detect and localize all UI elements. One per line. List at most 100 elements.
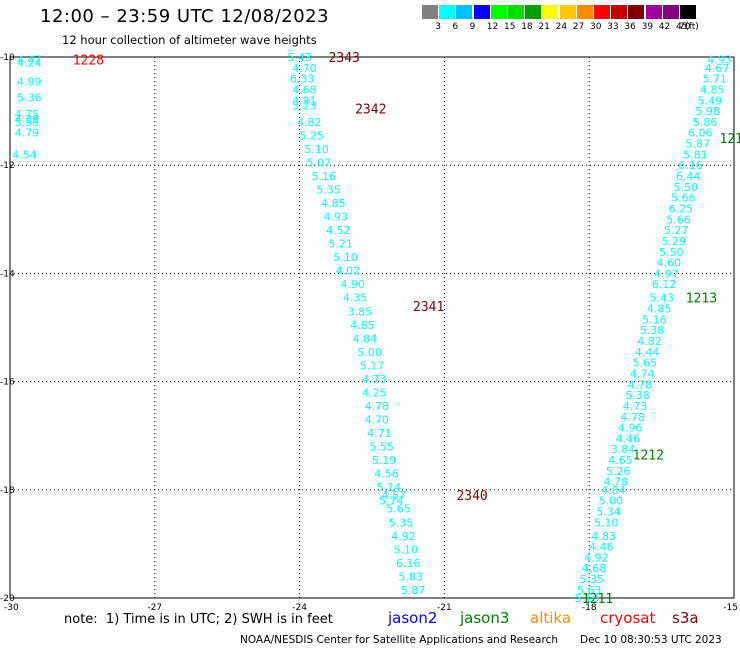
wave-height-value: 5.81 bbox=[683, 148, 708, 161]
wave-height-value: 3.85 bbox=[348, 305, 373, 318]
wave-height-value: 5.16 bbox=[575, 592, 600, 605]
wave-height-value: 5.74 bbox=[379, 495, 404, 508]
wave-height-value: 5.35 bbox=[316, 184, 341, 197]
wave-height-value: 5.19 bbox=[372, 454, 397, 467]
scale-label: 39 bbox=[641, 22, 654, 32]
scale-label: 12 bbox=[486, 22, 499, 32]
scale-swatch bbox=[439, 5, 456, 19]
scale-swatch bbox=[422, 5, 438, 19]
pass-time-label: 2343 bbox=[329, 51, 360, 66]
wave-height-value: 4.85 bbox=[647, 303, 672, 316]
wave-height-value: 4.97 bbox=[654, 267, 679, 280]
legend-note: note: 1) Time is in UTC; 2) SWH is in fe… bbox=[64, 612, 333, 627]
wave-height-value: 4.46 bbox=[616, 432, 641, 445]
wave-height-value: 5.49 bbox=[698, 94, 723, 107]
scale-label: 6 bbox=[452, 22, 459, 32]
legend-cryosat: cryosat bbox=[600, 609, 656, 627]
wave-height-value: 4.73 bbox=[362, 373, 387, 386]
pass-time-label: 121 bbox=[720, 132, 740, 147]
wave-height-value: 5.86 bbox=[693, 116, 718, 129]
wave-height-value: 5.16 bbox=[642, 313, 667, 326]
wave-height-value: 5.38 bbox=[640, 324, 665, 337]
scale-swatch bbox=[559, 5, 576, 19]
x-tick-label: -27 bbox=[147, 603, 162, 613]
wave-height-value: 5.66 bbox=[666, 213, 691, 226]
legend-s3a: s3a bbox=[672, 609, 699, 627]
scale-label: 36 bbox=[624, 22, 636, 32]
scale-label: 21 bbox=[538, 22, 550, 32]
wave-height-value: 4.93 bbox=[324, 211, 349, 224]
wave-height-value: 5.00 bbox=[599, 495, 624, 508]
x-tick-label: -24 bbox=[292, 603, 307, 613]
wave-height-value: 4.46 bbox=[589, 541, 614, 554]
y-tick-label: -20 bbox=[0, 594, 15, 604]
wave-height-value: 5.58 bbox=[15, 116, 40, 129]
wave-height-value: 4.57 bbox=[381, 489, 406, 502]
wave-height-value: 4.71 bbox=[367, 427, 392, 440]
wave-height-value: 4.90 bbox=[340, 278, 365, 291]
wave-height-value: 5.65 bbox=[386, 503, 411, 516]
wave-height-value: 5.50 bbox=[673, 181, 698, 194]
x-tick-label: -15 bbox=[723, 603, 738, 613]
wave-height-value: 6.12 bbox=[652, 278, 677, 291]
scale-swatch bbox=[490, 5, 507, 19]
y-tick-label: -18 bbox=[0, 486, 15, 496]
wave-height-value: 4.65 bbox=[608, 454, 633, 467]
wave-height-value: 5.83 bbox=[398, 570, 423, 583]
wave-height-value: 4.68 bbox=[292, 83, 317, 96]
wave-height-value: 5.36 bbox=[17, 92, 42, 105]
scale-swatch bbox=[662, 5, 679, 19]
scale-swatch bbox=[508, 5, 524, 19]
wave-height-value: 4.82 bbox=[297, 116, 322, 129]
wave-height-value: 5.66 bbox=[671, 192, 696, 205]
wave-height-value: 4.79 bbox=[15, 127, 40, 140]
wave-height-value: 5.63 bbox=[577, 584, 602, 597]
wave-height-value: 4.47 bbox=[17, 54, 42, 67]
wave-height-value: 3.84 bbox=[611, 443, 636, 456]
wave-height-value: 4.92 bbox=[584, 551, 609, 564]
scale-label: 70 bbox=[679, 22, 691, 32]
scale-label: (ft) bbox=[685, 22, 699, 32]
legend-jason2: jason2 bbox=[388, 609, 438, 627]
legend-jason3: jason3 bbox=[460, 609, 510, 627]
wave-height-value: 6.25 bbox=[669, 202, 694, 215]
wave-height-value: 6.44 bbox=[676, 170, 701, 183]
scale-label: 45 bbox=[676, 22, 688, 32]
scale-swatch bbox=[542, 5, 559, 19]
wave-height-value: 4.78 bbox=[628, 378, 653, 391]
wave-height-value: 5.87 bbox=[401, 584, 426, 597]
wave-height-value: 5.07 bbox=[307, 156, 332, 169]
wave-height-value: 5.10 bbox=[304, 143, 329, 156]
wave-height-value: 5.00 bbox=[357, 346, 382, 359]
wave-height-value: 4.67 bbox=[705, 62, 730, 75]
x-tick-label: -21 bbox=[437, 603, 452, 613]
y-tick-label: -10 bbox=[0, 53, 15, 63]
wave-height-value: 4.02 bbox=[336, 265, 361, 278]
pass-time-label: 1211 bbox=[582, 592, 613, 607]
wave-height-value: 4.70 bbox=[292, 62, 317, 75]
wave-height-value: 4.44 bbox=[635, 346, 660, 359]
wave-height-value: 5.71 bbox=[702, 73, 727, 86]
wave-height-value: 6.16 bbox=[396, 557, 421, 570]
wave-height-value: 5.65 bbox=[632, 357, 657, 370]
wave-height-value: 4.78 bbox=[365, 400, 390, 413]
x-tick-label: -18 bbox=[582, 603, 597, 613]
y-tick-label: -14 bbox=[0, 269, 15, 279]
wave-height-value: 5.87 bbox=[686, 138, 711, 151]
wave-height-value: 4.85 bbox=[700, 83, 725, 96]
wave-height-value: 5.23 bbox=[292, 100, 317, 113]
wave-height-value: 5.43 bbox=[287, 51, 312, 64]
scale-swatch bbox=[611, 5, 628, 19]
wave-height-value: 4.25 bbox=[362, 386, 387, 399]
wave-height-value: 5.17 bbox=[360, 359, 385, 372]
wave-height-value: 5.14 bbox=[377, 481, 402, 494]
wave-height-value: 5.25 bbox=[299, 129, 324, 142]
wave-height-value: 4.85 bbox=[321, 197, 346, 210]
wave-height-value: 5.98 bbox=[695, 105, 720, 118]
wave-height-value: 4.39 bbox=[15, 113, 40, 126]
scale-label: 3 bbox=[435, 22, 441, 32]
wave-height-value: 6.06 bbox=[688, 127, 713, 140]
wave-height-value: 4.91 bbox=[292, 94, 317, 107]
